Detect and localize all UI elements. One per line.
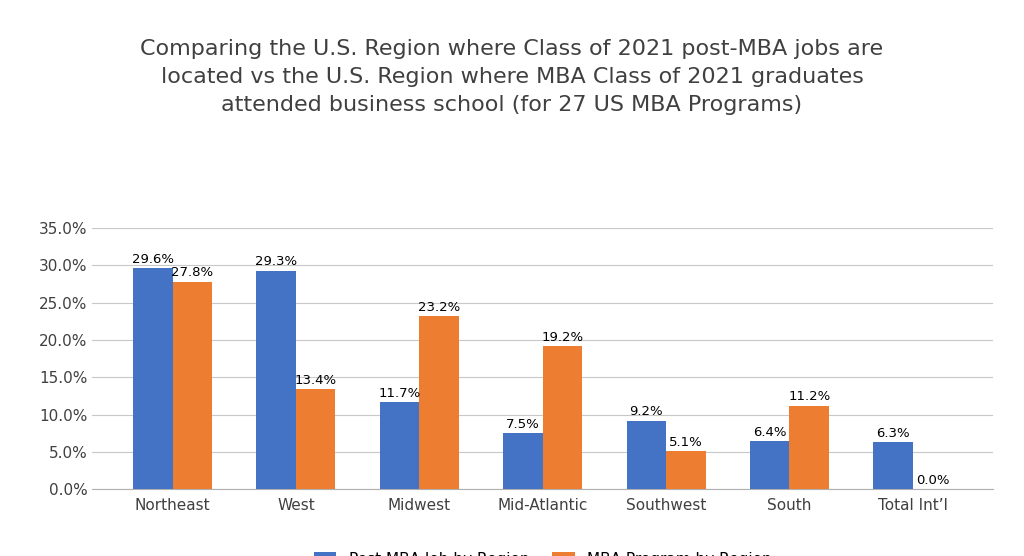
- Text: 9.2%: 9.2%: [630, 405, 664, 418]
- Bar: [503, 433, 543, 489]
- Text: 29.3%: 29.3%: [255, 255, 297, 269]
- Text: 13.4%: 13.4%: [295, 374, 337, 387]
- Text: 29.6%: 29.6%: [132, 253, 174, 266]
- Bar: [543, 346, 583, 489]
- Bar: [750, 441, 790, 489]
- Bar: [873, 442, 912, 489]
- Text: 0.0%: 0.0%: [915, 474, 949, 487]
- Text: 6.3%: 6.3%: [877, 427, 910, 440]
- Bar: [420, 316, 459, 489]
- Text: Comparing the U.S. Region where Class of 2021 post-MBA jobs are
located vs the U: Comparing the U.S. Region where Class of…: [140, 39, 884, 115]
- Bar: [133, 269, 173, 489]
- Text: 7.5%: 7.5%: [506, 418, 540, 431]
- Text: 11.7%: 11.7%: [379, 386, 421, 400]
- Text: 19.2%: 19.2%: [542, 331, 584, 344]
- Bar: [666, 451, 706, 489]
- Bar: [296, 389, 336, 489]
- Bar: [627, 420, 666, 489]
- Text: 6.4%: 6.4%: [753, 426, 786, 439]
- Text: 27.8%: 27.8%: [171, 266, 213, 280]
- Text: 23.2%: 23.2%: [418, 301, 460, 314]
- Bar: [256, 271, 296, 489]
- Text: 11.2%: 11.2%: [788, 390, 830, 404]
- Text: 5.1%: 5.1%: [669, 436, 702, 449]
- Bar: [790, 406, 829, 489]
- Bar: [173, 282, 212, 489]
- Legend: Post MBA Job by Region, MBA Program by Region: Post MBA Job by Region, MBA Program by R…: [306, 544, 779, 556]
- Bar: [380, 402, 420, 489]
